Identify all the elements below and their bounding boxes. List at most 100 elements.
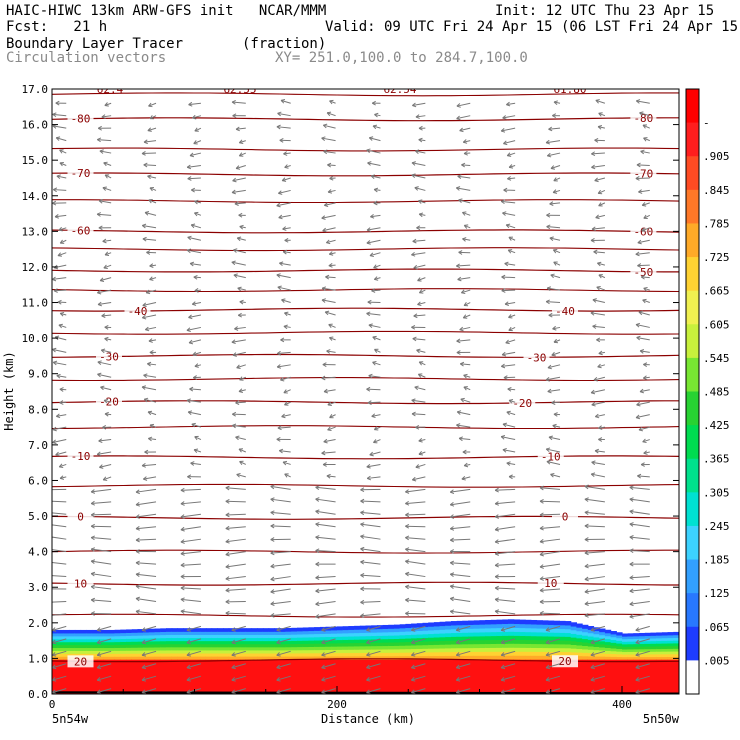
tracer-cell [86, 644, 93, 649]
tracer-cell [74, 632, 82, 637]
vector-arrow [135, 610, 157, 615]
tracer-cell [177, 646, 184, 651]
tracer-cell [91, 647, 99, 651]
tracer-cell [63, 653, 70, 657]
vector-head [373, 264, 378, 269]
vector-arrow [149, 277, 157, 281]
vector-arrow [232, 177, 246, 182]
tracer-cell [661, 653, 669, 658]
vector-head [284, 401, 289, 406]
vector-arrow [91, 599, 112, 602]
vector-head [405, 547, 410, 552]
vector-head [96, 137, 102, 143]
vector-arrow [236, 473, 246, 478]
tracer-cell [308, 659, 315, 694]
vector-arrow [187, 236, 202, 241]
vector-head [411, 398, 416, 404]
tracer-cell [639, 653, 646, 658]
tracer-cell [205, 631, 213, 635]
vector-head [52, 439, 57, 445]
tracer-cell [661, 648, 669, 652]
tracer-cell [97, 653, 104, 657]
tracer-cell [348, 632, 355, 637]
tracer-cell [160, 634, 167, 639]
tracer-cell [513, 635, 520, 640]
vector-head [368, 373, 373, 379]
vector-arrow [283, 389, 291, 394]
tracer-cell [171, 656, 178, 660]
vector-head [187, 176, 192, 181]
tracer-cell [582, 628, 589, 633]
vector-head [276, 639, 281, 645]
vector-arrow [413, 314, 426, 317]
vector-head [270, 523, 275, 529]
tracer-cell [622, 633, 629, 637]
tracer-cell [57, 644, 64, 649]
tracer-cell [280, 652, 287, 657]
vector-arrow [135, 526, 157, 530]
tracer-cell [91, 629, 99, 634]
vector-head [315, 561, 320, 567]
vector-arrow [635, 688, 650, 694]
vector-arrow [101, 349, 112, 353]
vector-arrow [597, 126, 606, 129]
vector-head [501, 288, 506, 293]
tracer-cell [160, 649, 167, 654]
tracer-cell [171, 631, 178, 635]
vector-head [97, 289, 102, 295]
vector-arrow [280, 99, 291, 104]
tracer-cell [268, 652, 275, 657]
x-left-endpoint: 5n54w [52, 712, 89, 726]
vector-arrow [547, 389, 561, 393]
tracer-cell [633, 638, 640, 642]
tracer-cell [183, 637, 190, 642]
vector-head [642, 124, 648, 129]
vector-arrow [135, 562, 157, 565]
vector-arrow [629, 510, 650, 515]
vector-head [322, 362, 327, 367]
vector-head [590, 664, 595, 670]
tracer-cell [348, 652, 355, 657]
vector-arrow [99, 150, 112, 154]
tracer-cell [570, 651, 577, 657]
vector-head [147, 174, 152, 180]
tracer-cell [257, 631, 264, 635]
vector-arrow [539, 538, 561, 543]
vector-arrow [508, 165, 516, 168]
vector-head [591, 151, 596, 157]
vector-arrow [414, 187, 426, 191]
vector-head [458, 198, 463, 204]
vector-arrow [591, 389, 606, 394]
vector-head [640, 462, 645, 467]
vector-arrow [598, 274, 606, 279]
vector-arrow [450, 538, 471, 541]
vector-head [283, 324, 288, 330]
tracer-cell [479, 659, 486, 694]
tracer-cell [416, 648, 424, 653]
vector-arrow [97, 373, 112, 378]
vector-arrow [459, 127, 471, 132]
tracer-cell [610, 633, 617, 638]
tracer-cell [616, 656, 623, 660]
tracer-cell [530, 623, 538, 629]
vector-arrow [321, 688, 336, 694]
tracer-cell [359, 625, 367, 630]
vector-head [141, 463, 146, 468]
vector-arrow [638, 311, 650, 316]
tracer-cell [262, 628, 270, 632]
vector-arrow [495, 501, 516, 505]
tracer-cell [348, 659, 355, 694]
tracer-cell [268, 646, 275, 651]
tracer-cell [599, 628, 606, 633]
colorbar-label: - [703, 117, 710, 130]
vector-head [552, 248, 558, 254]
tracer-cell [622, 638, 629, 642]
vector-head [590, 627, 595, 632]
tracer-cell [536, 631, 543, 637]
tracer-cell [188, 643, 196, 648]
tracer-cell [325, 659, 332, 694]
vector-head [449, 489, 455, 495]
tracer-cell [97, 656, 104, 660]
tracer-cell [553, 632, 560, 637]
vector-arrow [52, 663, 67, 669]
